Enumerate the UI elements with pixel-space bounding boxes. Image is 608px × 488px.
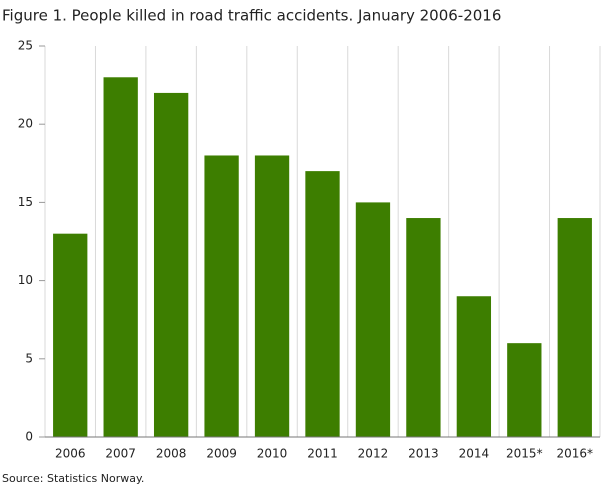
y-tick-label: 0 bbox=[25, 430, 33, 444]
x-tick-label: 2015* bbox=[506, 447, 543, 461]
x-tick-label: 2007 bbox=[105, 447, 136, 461]
bar bbox=[103, 77, 138, 437]
x-tick-label: 2013 bbox=[408, 447, 439, 461]
y-tick-label: 20 bbox=[18, 117, 33, 131]
bar bbox=[153, 92, 189, 438]
bar bbox=[204, 155, 239, 438]
x-tick-label: 2009 bbox=[206, 447, 237, 461]
bar bbox=[355, 202, 391, 437]
x-tick-label: 2010 bbox=[257, 447, 288, 461]
chart-title: Figure 1. People killed in road traffic … bbox=[2, 7, 501, 25]
bar bbox=[53, 233, 88, 437]
bar bbox=[254, 155, 290, 438]
x-tick-label: 2011 bbox=[307, 447, 338, 461]
y-tick-label: 25 bbox=[18, 39, 33, 53]
y-tick-label: 10 bbox=[18, 273, 33, 287]
bar bbox=[557, 218, 592, 437]
y-tick-label: 15 bbox=[18, 195, 33, 209]
bar bbox=[507, 343, 542, 437]
x-tick-label: 2008 bbox=[156, 447, 187, 461]
source: Source: Statistics Norway. bbox=[2, 472, 144, 485]
x-tick-label: 2006 bbox=[55, 447, 86, 461]
x-tick-label: 2012 bbox=[358, 447, 389, 461]
bar bbox=[456, 296, 492, 437]
x-tick-label: 2014 bbox=[459, 447, 490, 461]
bar bbox=[305, 171, 340, 437]
x-tick-label: 2016* bbox=[556, 447, 593, 461]
y-tick-label: 5 bbox=[25, 351, 33, 365]
bar bbox=[406, 218, 441, 437]
